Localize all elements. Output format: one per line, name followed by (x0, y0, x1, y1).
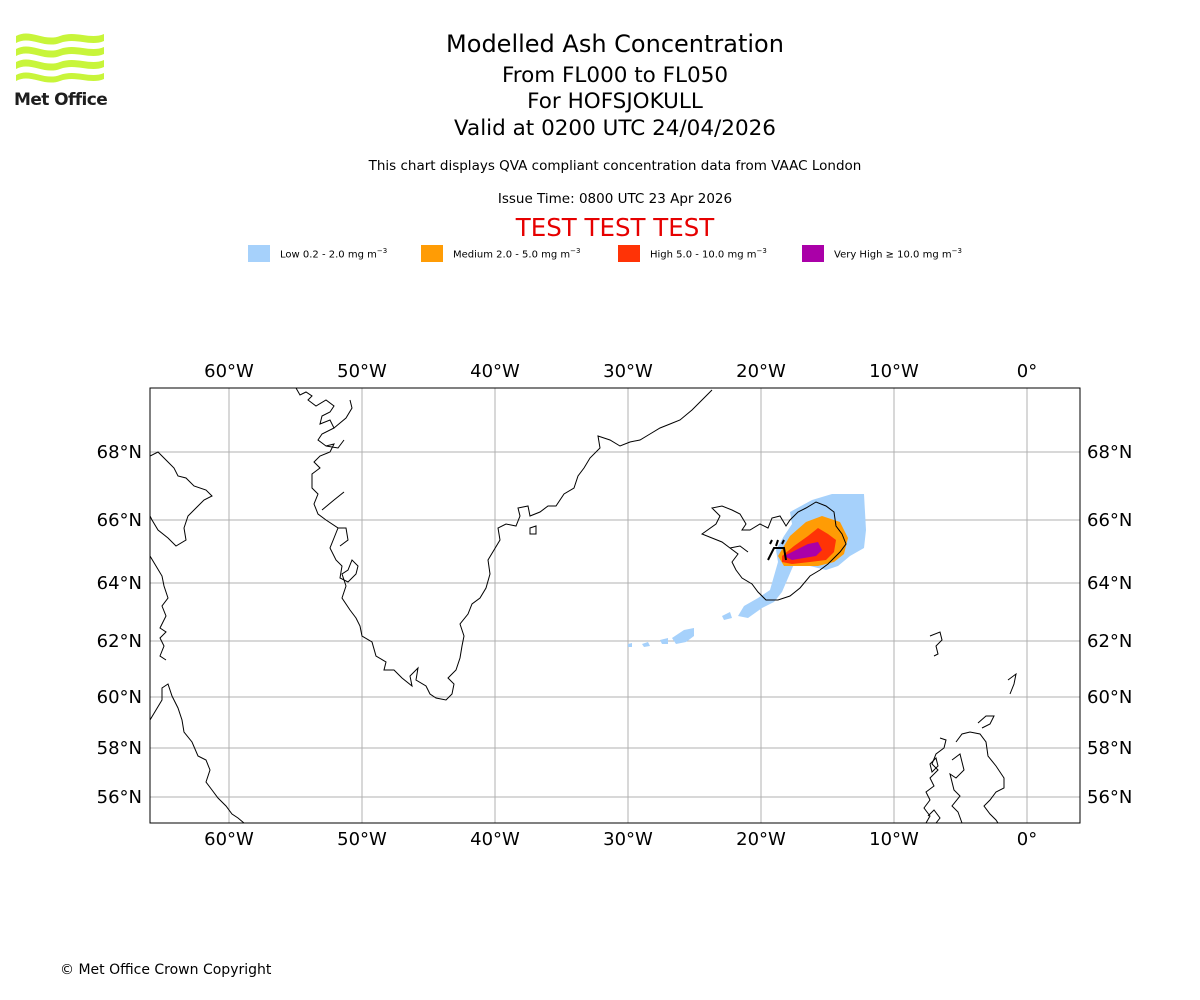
valid-time: Valid at 0200 UTC 24/04/2026 (453, 116, 776, 141)
lat-label-left: 62°N (97, 631, 142, 652)
legend-swatch-low (248, 245, 270, 262)
ash-low-fleck4 (628, 643, 632, 647)
coast-ireland (927, 809, 941, 823)
lat-label-left: 56°N (97, 787, 142, 808)
volcano-symbol (767, 539, 787, 561)
lat-label-left: 66°N (97, 510, 142, 531)
chart-title: Modelled Ash Concentration (446, 30, 784, 58)
lon-label-bottom: 50°W (337, 829, 387, 850)
copyright-notice: © Met Office Crown Copyright (60, 962, 272, 978)
flight-levels: From FL000 to FL050 (501, 63, 729, 88)
ash-low-fleck1 (722, 612, 732, 620)
legend-label-high: High 5.0 - 10.0 mg m (650, 249, 757, 261)
coast-scotland (923, 715, 1005, 823)
lon-label-top: 50°W (337, 361, 387, 382)
ash-low-fleck3 (642, 642, 650, 647)
legend-label-very-high: Very High ≥ 10.0 mg m (834, 249, 952, 261)
graticule (150, 388, 1080, 823)
coast-greenland-fjord2 (325, 439, 345, 449)
coast-greenland-fjord1 (333, 399, 353, 429)
legend-label-low: Low 0.2 - 2.0 mg m (280, 249, 377, 261)
lon-label-top: 10°W (869, 361, 919, 382)
coastlines (150, 388, 1017, 823)
logo-text: Met Office (14, 90, 108, 110)
ash-low-tail (672, 628, 694, 644)
lat-label-left: 68°N (97, 442, 142, 463)
legend-swatch-high (618, 245, 640, 262)
lat-label-right: 64°N (1087, 573, 1132, 594)
lat-label-right: 58°N (1087, 738, 1132, 759)
lat-label-left: 64°N (97, 573, 142, 594)
met-office-logo: Met Office (14, 30, 114, 114)
test-banner: TEST TEST TEST (515, 213, 715, 242)
lon-label-top: 0° (1017, 361, 1037, 382)
ash-very-high (784, 542, 822, 560)
lat-label-right: 68°N (1087, 442, 1132, 463)
legend-swatch-medium (421, 245, 443, 262)
lat-label-left: 58°N (97, 738, 142, 759)
coast-greenland-fjord3 (321, 491, 345, 511)
map-frame (149, 387, 1081, 824)
lon-label-bottom: 40°W (470, 829, 520, 850)
coast-iceland-fjord (729, 545, 749, 553)
coast-baffin (150, 451, 213, 547)
lon-label-top: 60°W (204, 361, 254, 382)
met-office-waves-icon (16, 33, 104, 83)
lat-label-left: 60°N (97, 687, 142, 708)
legend-swatch-very-high (802, 245, 824, 262)
ash-low-fleck2 (660, 638, 668, 644)
lat-label-right: 62°N (1087, 631, 1132, 652)
coast-iceland (700, 501, 847, 601)
compliance-note: This chart displays QVA compliant concen… (368, 158, 862, 174)
coast-shetland (1007, 672, 1017, 695)
axis-labels: 60°W 60°W 50°W 50°W 40°W 40°W 30°W 30°W 20°W 20°W… (97, 361, 1133, 850)
lon-label-bottom: 30°W (603, 829, 653, 850)
coast-greenland-fjord4 (338, 527, 349, 547)
lon-label-bottom: 10°W (869, 829, 919, 850)
lat-label-right: 66°N (1087, 510, 1132, 531)
coast-hebrides (929, 757, 939, 773)
lon-label-bottom: 20°W (736, 829, 786, 850)
lon-label-top: 30°W (603, 361, 653, 382)
coast-greenland (295, 388, 713, 701)
lon-label-bottom: 60°W (204, 829, 254, 850)
ash-low (628, 494, 866, 647)
legend-label-medium: Medium 2.0 - 5.0 mg m (453, 249, 571, 261)
lon-label-top: 40°W (470, 361, 520, 382)
map-content (150, 388, 1017, 823)
lon-label-top: 20°W (736, 361, 786, 382)
lat-label-right: 60°N (1087, 687, 1132, 708)
lon-label-bottom: 0° (1017, 829, 1037, 850)
volcano-name: For HOFSJOKULL (527, 89, 703, 114)
lat-label-right: 56°N (1087, 787, 1132, 808)
coast-faroe (929, 631, 943, 657)
coast-labrador-s (150, 683, 245, 823)
issue-time: Issue Time: 0800 UTC 23 Apr 2026 (497, 191, 733, 207)
coast-greenland-isl (529, 525, 537, 535)
coast-labrador (150, 555, 169, 661)
